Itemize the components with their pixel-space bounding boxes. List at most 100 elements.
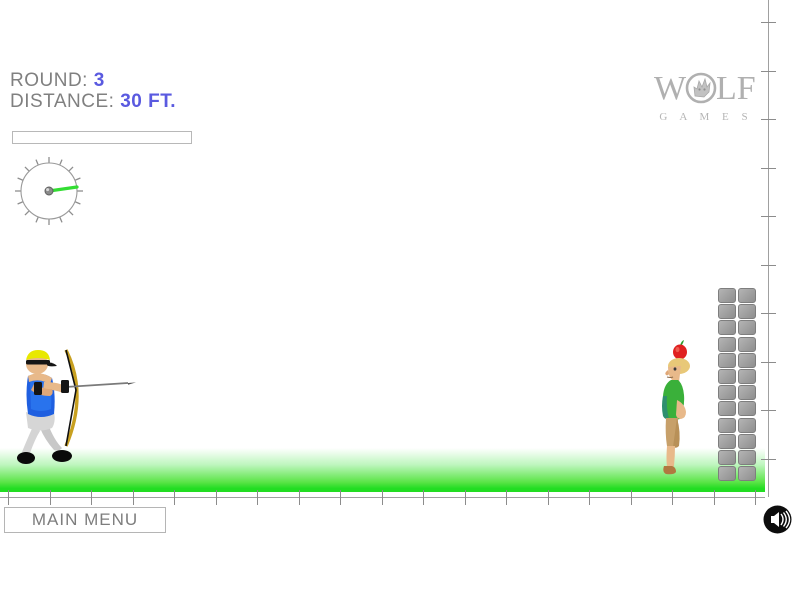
brick-wall (718, 288, 758, 482)
nose (665, 370, 669, 376)
ruler-tick (506, 490, 507, 505)
apple-target-man (662, 340, 690, 475)
ground-strip (0, 448, 765, 492)
distance-row: DISTANCE: 30 FT. (10, 91, 176, 112)
wall-brick (737, 320, 756, 336)
boot-front (52, 450, 72, 462)
wall-brick (718, 369, 736, 384)
distance-label: DISTANCE: (10, 91, 115, 113)
logo-wordmark: W LF (654, 70, 756, 107)
ruler-tick (464, 490, 466, 505)
wall-brick (718, 320, 736, 336)
wall-brick (718, 401, 736, 417)
wind-dial-ring (20, 162, 78, 220)
ruler-tick (761, 264, 776, 266)
leg-back (22, 424, 40, 455)
bow-string (65, 349, 77, 447)
arrow-head (128, 382, 136, 385)
wall-brick (718, 466, 736, 482)
face (668, 366, 681, 383)
ruler-tick (761, 313, 776, 314)
wall-brick (718, 385, 736, 401)
cap-visor (47, 362, 57, 367)
round-label: ROUND: (10, 70, 88, 91)
logo-subtitle: G A M E S (659, 111, 753, 123)
main-menu-button[interactable]: MAIN MENU (4, 507, 166, 533)
wall-brick (718, 450, 736, 465)
bow-grip-glove (61, 380, 69, 393)
ruler-tick (761, 410, 776, 411)
wall-brick (737, 433, 756, 449)
pants-shadow (673, 418, 680, 448)
wall-brick (737, 401, 756, 417)
ruler-tick (547, 490, 549, 505)
wolf-games-logo: W LF G A M E S (652, 68, 760, 130)
power-meter[interactable] (12, 131, 192, 144)
wall-brick (737, 288, 756, 303)
cap-band (26, 360, 50, 365)
boot-back (17, 452, 35, 464)
wall-brick (737, 450, 756, 465)
logo-letters-lf: LF (716, 70, 756, 107)
leg (666, 446, 675, 467)
height-ruler-vertical (761, 0, 776, 497)
ruler-tick (761, 216, 776, 217)
wall-brick (737, 352, 756, 368)
wall-brick (737, 304, 756, 320)
shorts (26, 412, 55, 431)
wall-brick (737, 466, 756, 482)
hud-panel: ROUND: 3 DISTANCE: 30 FT. (10, 70, 176, 113)
apple-icon (673, 340, 687, 360)
wolf-head-icon (685, 72, 717, 104)
wind-direction-dial (15, 157, 83, 225)
wall-brick (718, 304, 736, 320)
distance-value: 30 FT. (120, 91, 177, 113)
ruler-tick (761, 361, 776, 363)
wind-needle (47, 185, 79, 193)
ruler-tick (761, 119, 776, 120)
distance-ruler-horizontal (0, 490, 765, 505)
wind-dial-ticks (15, 157, 83, 225)
wind-dial-hub (44, 186, 54, 196)
round-value: 3 (93, 70, 105, 91)
arm-front (43, 382, 67, 393)
ruler-tick (8, 490, 9, 505)
wind-dial-hub-highlight (46, 188, 50, 192)
wall-brick (737, 385, 756, 401)
wall-brick (718, 336, 736, 352)
ruler-tick (761, 458, 776, 460)
ruler-tick (340, 490, 341, 505)
cap (26, 350, 50, 360)
ruler-tick (215, 490, 217, 505)
ruler-tick (49, 490, 51, 505)
speaker-icon[interactable] (763, 505, 792, 534)
ruler-tick (672, 490, 673, 505)
shoulder-skin (28, 373, 52, 384)
wall-brick (737, 417, 756, 433)
wall-brick (718, 433, 736, 449)
ruler-tick (713, 490, 715, 505)
ruler-tick (589, 490, 590, 505)
arm (676, 400, 686, 419)
ruler-tick (761, 22, 776, 23)
ruler-tick (761, 70, 776, 72)
ruler-tick (174, 490, 175, 505)
shirt-shadow (662, 396, 669, 420)
ruler-tick (761, 167, 776, 169)
wall-brick (718, 352, 736, 368)
wall-brick (737, 336, 756, 352)
ruler-tick (755, 490, 756, 505)
wall-brick (737, 369, 756, 384)
wrist-guard (34, 382, 42, 395)
ruler-tick (132, 490, 134, 505)
eye (673, 367, 677, 371)
ruler-tick (91, 490, 92, 505)
shoe (663, 466, 676, 475)
ruler-tick (423, 490, 424, 505)
mouth (666, 376, 674, 378)
ruler-tick (257, 490, 258, 505)
leg-front (40, 424, 62, 451)
archer-player (17, 349, 136, 464)
wall-brick (718, 417, 736, 433)
